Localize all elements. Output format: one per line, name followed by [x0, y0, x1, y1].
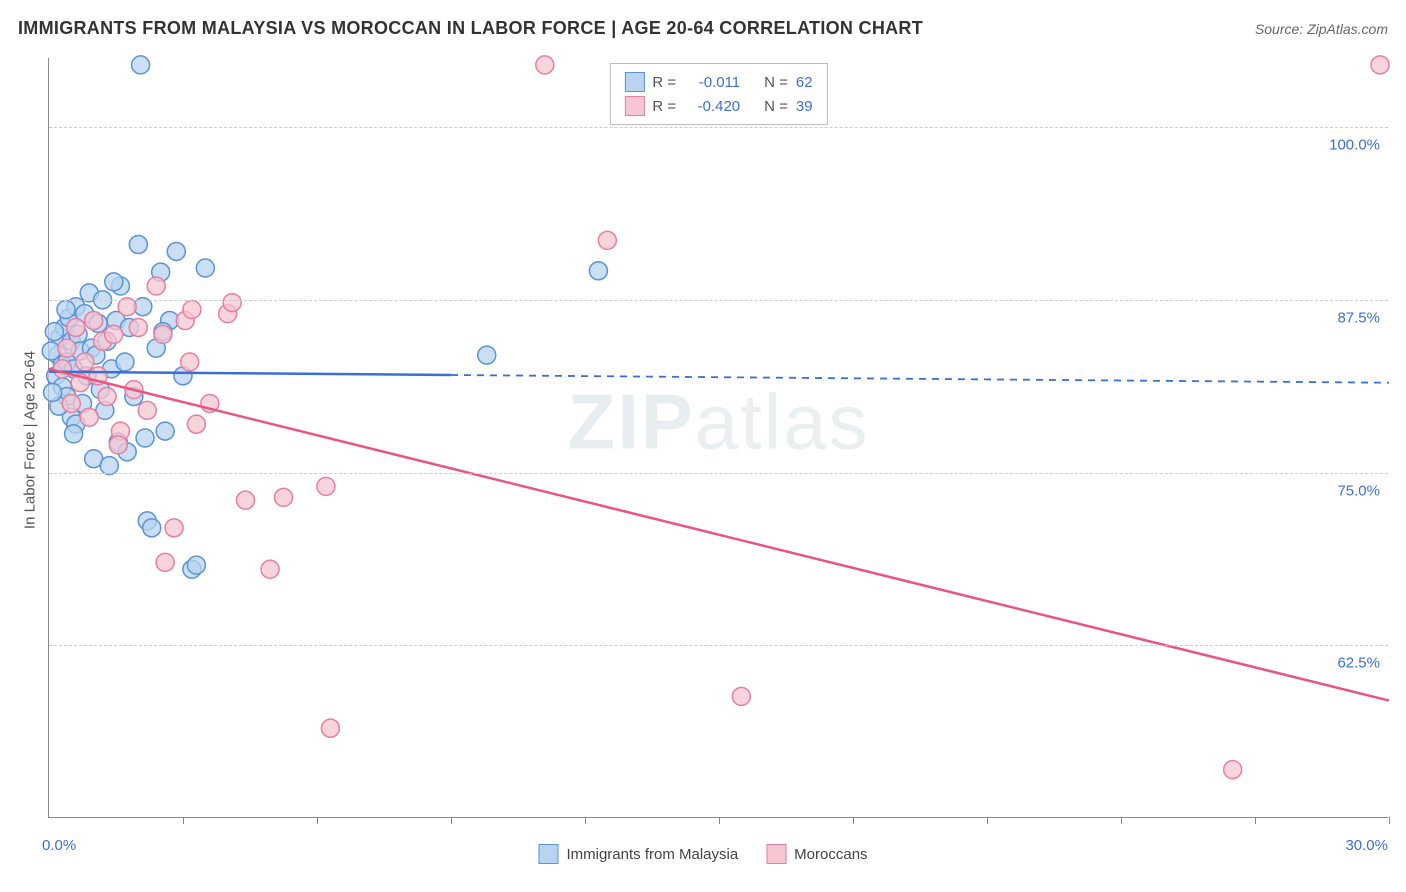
data-point	[129, 236, 147, 254]
x-tick	[1389, 817, 1390, 824]
legend-label-2: Moroccans	[794, 846, 867, 863]
n-prefix: N =	[764, 74, 788, 91]
data-point	[598, 231, 616, 249]
gridline-h	[49, 300, 1388, 301]
x-tick	[1255, 817, 1256, 824]
x-tick	[317, 817, 318, 824]
data-point	[53, 360, 71, 378]
data-point	[167, 242, 185, 260]
legend-correlation: R = -0.011 N = 62 R = -0.420 N = 39	[609, 63, 827, 125]
y-tick-label: 87.5%	[1337, 309, 1380, 326]
legend-item-1: Immigrants from Malaysia	[538, 844, 738, 864]
x-axis-min-label: 0.0%	[42, 837, 76, 854]
x-tick	[585, 817, 586, 824]
data-point	[67, 318, 85, 336]
data-point	[132, 56, 150, 74]
gridline-h	[49, 127, 1388, 128]
title-bar: IMMIGRANTS FROM MALAYSIA VS MOROCCAN IN …	[18, 18, 1388, 39]
data-point	[65, 425, 83, 443]
x-tick	[183, 817, 184, 824]
data-point	[1224, 761, 1242, 779]
data-point	[156, 422, 174, 440]
data-point	[105, 273, 123, 291]
r-value-1: -0.011	[684, 74, 740, 91]
data-point	[317, 477, 335, 495]
data-point	[181, 353, 199, 371]
regression-line	[49, 369, 1389, 701]
data-point	[183, 300, 201, 318]
data-point	[196, 259, 214, 277]
chart-title: IMMIGRANTS FROM MALAYSIA VS MOROCCAN IN …	[18, 18, 923, 39]
chart-svg	[49, 58, 1388, 817]
r-prefix: R =	[652, 98, 676, 115]
gridline-h	[49, 645, 1388, 646]
x-tick	[853, 817, 854, 824]
data-point	[57, 300, 75, 318]
data-point	[187, 556, 205, 574]
swatch-series-2	[624, 96, 644, 116]
data-point	[62, 394, 80, 412]
data-point	[45, 323, 63, 341]
r-prefix: R =	[652, 74, 676, 91]
data-point	[1371, 56, 1389, 74]
y-tick-label: 62.5%	[1337, 655, 1380, 672]
data-point	[187, 415, 205, 433]
data-point	[165, 519, 183, 537]
n-value-1: 62	[796, 74, 813, 91]
data-point	[154, 325, 172, 343]
data-point	[275, 488, 293, 506]
x-tick	[1121, 817, 1122, 824]
data-point	[138, 401, 156, 419]
legend-row-series-1: R = -0.011 N = 62	[624, 70, 812, 94]
data-point	[136, 429, 154, 447]
plot-area: ZIPatlas R = -0.011 N = 62 R = -0.420 N …	[48, 58, 1388, 818]
data-point	[261, 560, 279, 578]
data-point	[143, 519, 161, 537]
swatch-series-1-b	[538, 844, 558, 864]
x-tick	[719, 817, 720, 824]
x-tick	[987, 817, 988, 824]
data-point	[478, 346, 496, 364]
data-point	[536, 56, 554, 74]
y-tick-label: 100.0%	[1329, 137, 1380, 154]
data-point	[156, 553, 174, 571]
data-point	[732, 687, 750, 705]
legend-row-series-2: R = -0.420 N = 39	[624, 94, 812, 118]
legend-label-1: Immigrants from Malaysia	[566, 846, 738, 863]
data-point	[76, 353, 94, 371]
y-axis-title: In Labor Force | Age 20-64	[22, 351, 39, 529]
r-value-2: -0.420	[684, 98, 740, 115]
data-point	[58, 339, 76, 357]
data-point	[223, 294, 241, 312]
data-point	[237, 491, 255, 509]
n-prefix: N =	[764, 98, 788, 115]
x-tick	[451, 817, 452, 824]
data-point	[147, 277, 165, 295]
data-point	[80, 408, 98, 426]
legend-series: Immigrants from Malaysia Moroccans	[538, 844, 867, 864]
source-label: Source: ZipAtlas.com	[1255, 21, 1388, 37]
data-point	[98, 388, 116, 406]
swatch-series-2-b	[766, 844, 786, 864]
data-point	[321, 719, 339, 737]
legend-item-2: Moroccans	[766, 844, 867, 864]
x-axis-max-label: 30.0%	[1345, 837, 1388, 854]
gridline-h	[49, 473, 1388, 474]
data-point	[85, 312, 103, 330]
regression-line-extrapolated	[451, 375, 1389, 383]
n-value-2: 39	[796, 98, 813, 115]
swatch-series-1	[624, 72, 644, 92]
data-point	[109, 436, 127, 454]
data-point	[589, 262, 607, 280]
y-tick-label: 75.0%	[1337, 482, 1380, 499]
data-point	[116, 353, 134, 371]
data-point	[44, 383, 62, 401]
data-point	[105, 325, 123, 343]
data-point	[129, 318, 147, 336]
